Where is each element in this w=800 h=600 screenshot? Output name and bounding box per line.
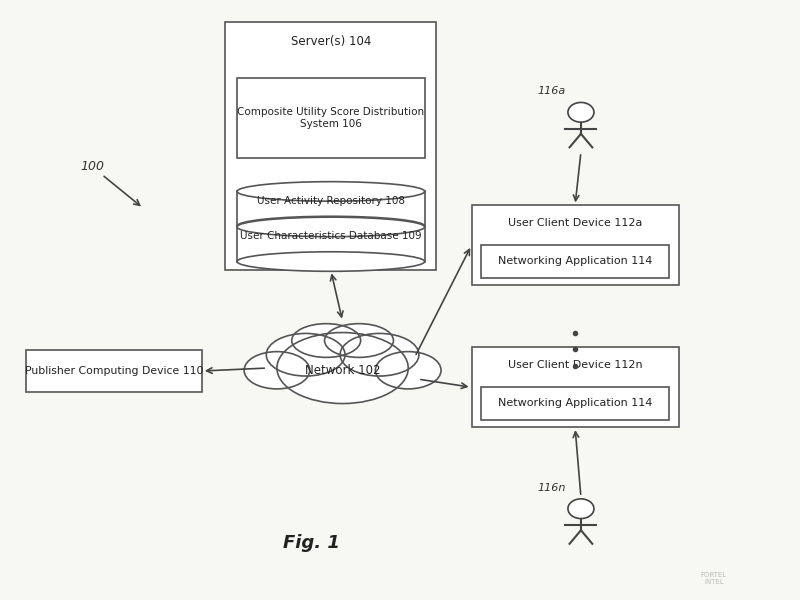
Circle shape — [568, 103, 594, 122]
Text: User Client Device 112n: User Client Device 112n — [508, 361, 642, 370]
Text: Composite Utility Score Distribution
System 106: Composite Utility Score Distribution Sys… — [238, 107, 425, 129]
Text: User Client Device 112a: User Client Device 112a — [508, 218, 642, 229]
Text: FORTEL
INTEL: FORTEL INTEL — [701, 572, 727, 584]
FancyBboxPatch shape — [481, 386, 670, 420]
Ellipse shape — [244, 352, 310, 389]
Text: Fig. 1: Fig. 1 — [283, 533, 340, 551]
Ellipse shape — [277, 332, 408, 404]
FancyBboxPatch shape — [481, 245, 670, 278]
Text: Networking Application 114: Networking Application 114 — [498, 398, 652, 409]
Ellipse shape — [237, 182, 425, 201]
Text: Networking Application 114: Networking Application 114 — [498, 256, 652, 266]
FancyBboxPatch shape — [26, 350, 202, 392]
Ellipse shape — [340, 334, 419, 376]
FancyBboxPatch shape — [237, 78, 425, 158]
Text: Network 102: Network 102 — [305, 364, 380, 377]
Text: 116n: 116n — [538, 482, 566, 493]
Ellipse shape — [237, 252, 425, 271]
FancyBboxPatch shape — [471, 347, 678, 427]
Text: 100: 100 — [81, 160, 105, 173]
Circle shape — [568, 499, 594, 518]
Text: Server(s) 104: Server(s) 104 — [290, 35, 371, 48]
Text: Publisher Computing Device 110: Publisher Computing Device 110 — [25, 366, 203, 376]
Polygon shape — [237, 227, 425, 262]
FancyBboxPatch shape — [471, 205, 678, 285]
Ellipse shape — [292, 323, 361, 358]
Ellipse shape — [375, 352, 441, 389]
Text: 116a: 116a — [538, 86, 566, 96]
Ellipse shape — [325, 323, 394, 358]
Polygon shape — [237, 191, 425, 226]
FancyBboxPatch shape — [226, 22, 436, 271]
Text: User Characteristics Database 109: User Characteristics Database 109 — [240, 232, 422, 241]
Ellipse shape — [237, 217, 425, 236]
Text: User Activity Repository 108: User Activity Repository 108 — [257, 196, 405, 206]
Ellipse shape — [237, 216, 425, 236]
Ellipse shape — [266, 334, 345, 376]
